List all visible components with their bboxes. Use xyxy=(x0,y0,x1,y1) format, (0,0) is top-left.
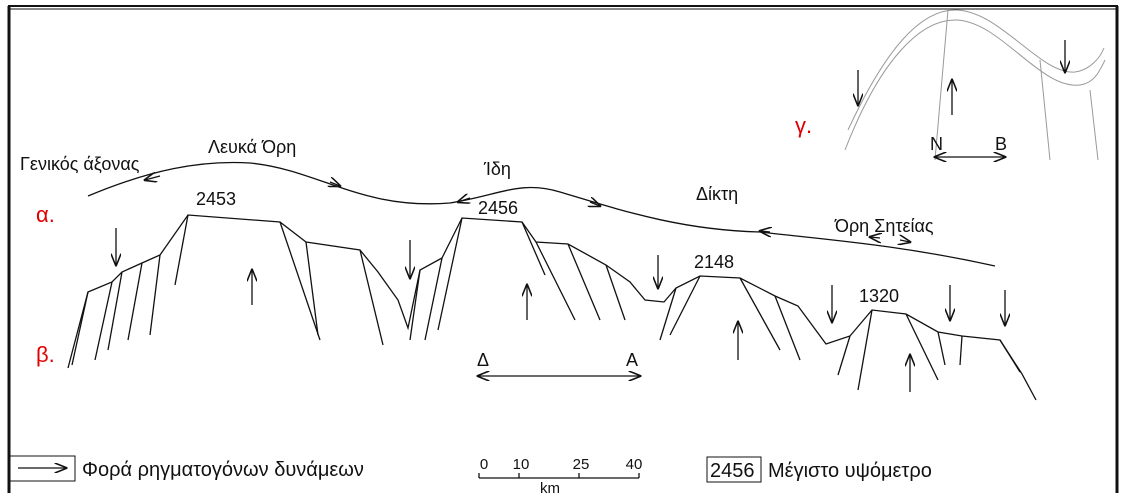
axis-arrows xyxy=(145,176,910,242)
anticline-sketch xyxy=(845,10,1105,160)
label: Λευκά Όρη xyxy=(208,137,296,157)
panel-label: γ. xyxy=(795,113,812,138)
scale-tick: 0 xyxy=(480,456,488,473)
scale-tick: 10 xyxy=(513,456,530,473)
scale-unit: km xyxy=(540,480,560,493)
peak-label: 2456 xyxy=(478,198,518,218)
scale-tick: 40 xyxy=(626,456,643,473)
panel-label: β. xyxy=(36,342,55,367)
scale-tick: 25 xyxy=(573,456,590,473)
label: Δίκτη xyxy=(696,184,738,204)
legend-value: 2456 xyxy=(710,460,755,482)
label: Ίδη xyxy=(483,159,511,179)
peak-label: 2453 xyxy=(196,189,236,209)
diagram: Γενικός άξονας Λευκά Όρη Ίδη Δίκτη Όρη Σ… xyxy=(0,0,1122,493)
legend-text: Φορά ρηγματογόνων δυνάμεων xyxy=(82,459,364,481)
direction-label: Ν xyxy=(930,134,943,154)
mountain-profile xyxy=(68,215,1036,400)
direction-label: Δ xyxy=(477,350,489,370)
direction-label: Β xyxy=(995,134,1007,154)
direction-label: Α xyxy=(626,350,638,370)
frame xyxy=(8,6,1118,493)
page: {"labels": {"general_axis": "Γενικός άξο… xyxy=(0,0,1122,493)
label: Όρη Σητείας xyxy=(834,216,934,236)
panel-label: α. xyxy=(36,202,55,227)
scale-bar xyxy=(479,473,639,478)
axis-curve xyxy=(88,162,995,266)
peak-label: 2148 xyxy=(694,252,734,272)
legend-text: Μέγιστο υψόμετρο xyxy=(768,460,932,482)
label: Γενικός άξονας xyxy=(20,154,140,174)
peak-label: 1320 xyxy=(859,286,899,306)
